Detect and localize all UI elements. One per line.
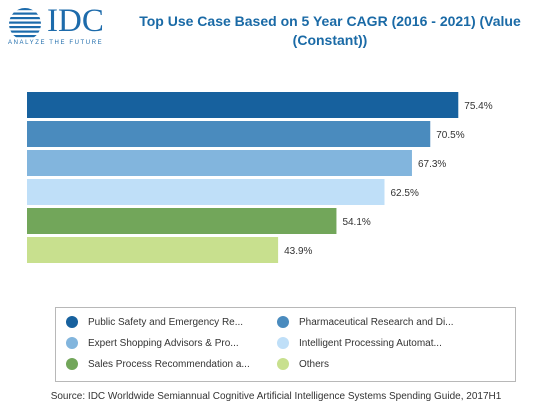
- legend-swatch: [66, 337, 78, 349]
- bar-1: [27, 92, 459, 118]
- logo-tagline: ANALYZE THE FUTURE: [8, 40, 104, 46]
- legend-swatch: [66, 316, 78, 328]
- legend-label: Sales Process Recommendation a...: [88, 358, 250, 370]
- bar-5: [27, 208, 337, 234]
- bar-label-2: 70.5%: [436, 130, 464, 141]
- legend-item-2[interactable]: Pharmaceutical Research and Di...: [277, 316, 454, 328]
- bar-label-5: 54.1%: [342, 217, 370, 228]
- bar-3: [27, 150, 412, 176]
- legend-label: Pharmaceutical Research and Di...: [299, 316, 454, 328]
- legend-label: Intelligent Processing Automat...: [299, 337, 442, 349]
- legend-label: Public Safety and Emergency Re...: [88, 316, 244, 328]
- legend-swatch: [277, 316, 289, 328]
- idc-logo: IDC ANALYZE THE FUTURE: [6, 3, 110, 48]
- bar-label-4: 62.5%: [391, 188, 419, 199]
- legend-item-4[interactable]: Intelligent Processing Automat...: [277, 337, 442, 349]
- bar-label-6: 43.9%: [284, 246, 312, 257]
- legend-swatch: [66, 358, 78, 370]
- legend-item-3[interactable]: Expert Shopping Advisors & Pro...: [66, 337, 239, 349]
- legend-swatch: [277, 337, 289, 349]
- legend-swatch: [277, 358, 289, 370]
- logo-text: IDC: [47, 3, 104, 39]
- source-note: Source: IDC Worldwide Semiannual Cogniti…: [50, 391, 502, 402]
- legend-item-6[interactable]: Others: [277, 358, 329, 370]
- bar-label-1: 75.4%: [464, 101, 492, 112]
- bar-chart: 75.4% 70.5% 67.3% 62.5% 54.1% 43.9%: [27, 92, 493, 263]
- bar-2: [27, 121, 431, 147]
- chart-title: Top Use Case Based on 5 Year CAGR (2016 …: [139, 13, 521, 48]
- bar-label-3: 67.3%: [418, 159, 446, 170]
- bar-4: [27, 179, 385, 205]
- legend-label: Expert Shopping Advisors & Pro...: [88, 337, 239, 349]
- chart-legend: Public Safety and Emergency Re... Pharmac…: [55, 307, 516, 382]
- legend-item-1[interactable]: Public Safety and Emergency Re...: [66, 316, 243, 328]
- globe-icon: [9, 8, 41, 38]
- legend-label: Others: [299, 358, 330, 370]
- legend-item-5[interactable]: Sales Process Recommendation a...: [66, 358, 250, 370]
- bar-6: [27, 237, 279, 263]
